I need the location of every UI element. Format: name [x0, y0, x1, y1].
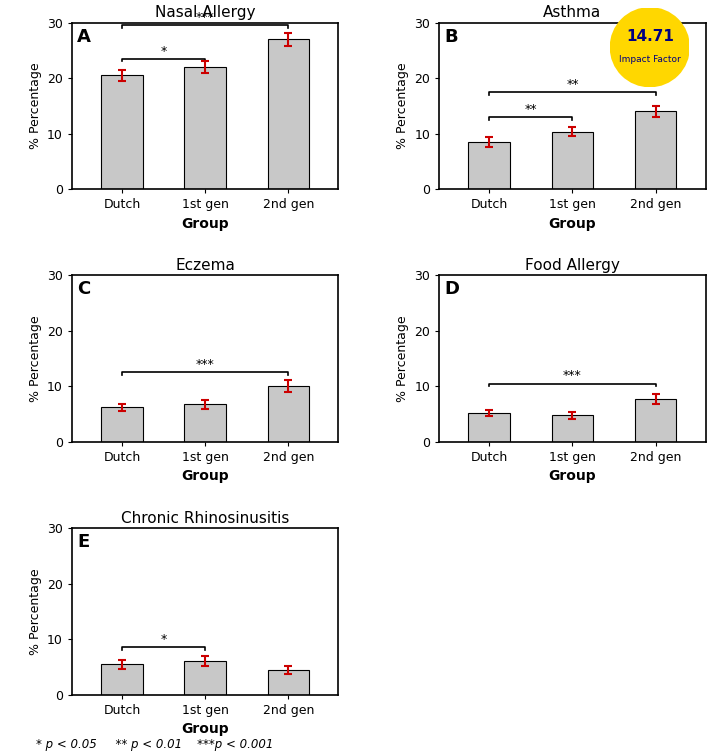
X-axis label: Group: Group	[181, 217, 229, 230]
Text: B: B	[445, 28, 459, 45]
Text: **: **	[525, 103, 537, 116]
Circle shape	[612, 9, 688, 85]
Text: C: C	[77, 280, 91, 298]
Bar	[184, 661, 226, 695]
Text: * p < 0.05     ** p < 0.01    ***p < 0.001: * p < 0.05 ** p < 0.01 ***p < 0.001	[36, 738, 274, 751]
Text: D: D	[445, 280, 459, 298]
Bar	[635, 111, 677, 189]
Text: **: **	[566, 78, 579, 91]
Bar	[184, 67, 226, 189]
X-axis label: Group: Group	[181, 723, 229, 736]
Bar	[469, 413, 510, 442]
X-axis label: Group: Group	[181, 470, 229, 483]
Title: Asthma: Asthma	[544, 5, 602, 20]
Bar	[635, 399, 677, 442]
X-axis label: Group: Group	[549, 470, 596, 483]
Title: Nasal Allergy: Nasal Allergy	[155, 5, 256, 20]
Text: ***: ***	[563, 369, 582, 383]
Y-axis label: % Percentage: % Percentage	[29, 63, 42, 149]
Y-axis label: % Percentage: % Percentage	[29, 316, 42, 402]
Text: A: A	[77, 28, 91, 45]
Bar	[469, 142, 510, 189]
Bar	[268, 39, 309, 189]
Bar	[268, 670, 309, 695]
Y-axis label: % Percentage: % Percentage	[29, 568, 42, 655]
Text: E: E	[77, 533, 89, 551]
Bar	[101, 664, 143, 695]
Bar	[101, 408, 143, 442]
Text: *: *	[161, 45, 166, 57]
Bar	[552, 415, 593, 442]
Y-axis label: % Percentage: % Percentage	[396, 316, 409, 402]
Text: ***: ***	[196, 11, 215, 24]
Bar	[184, 404, 226, 442]
Text: ***: ***	[196, 359, 215, 371]
Bar	[268, 387, 309, 442]
Bar	[552, 132, 593, 189]
X-axis label: Group: Group	[549, 217, 596, 230]
Bar	[101, 76, 143, 189]
Text: *: *	[161, 633, 166, 646]
Title: Eczema: Eczema	[175, 258, 235, 273]
Title: Food Allergy: Food Allergy	[525, 258, 620, 273]
Text: 14.71: 14.71	[626, 29, 674, 45]
Y-axis label: % Percentage: % Percentage	[396, 63, 409, 149]
Title: Chronic Rhinosinusitis: Chronic Rhinosinusitis	[121, 510, 289, 525]
Text: Impact Factor: Impact Factor	[619, 54, 680, 63]
